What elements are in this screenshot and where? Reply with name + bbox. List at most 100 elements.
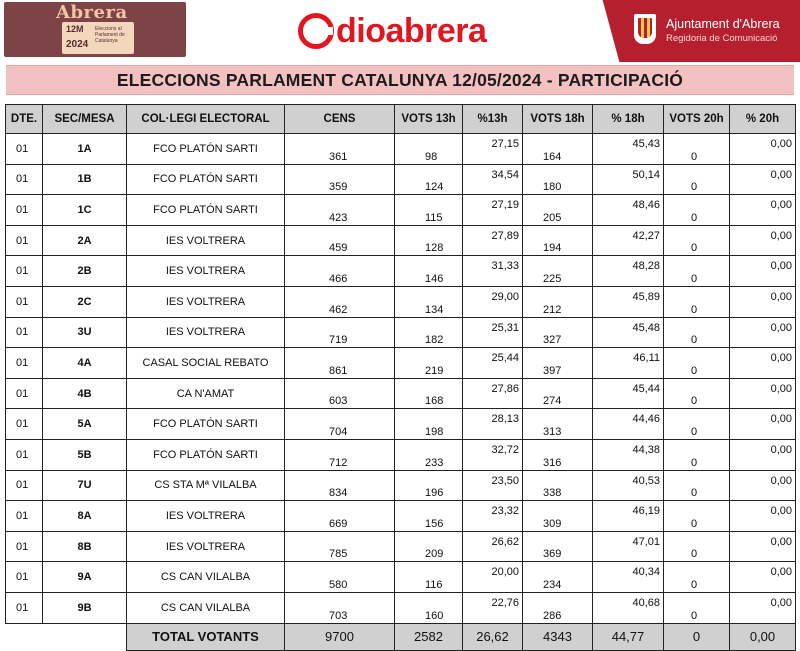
cell-cens: 704	[284, 408, 395, 440]
cell-pct-13h: 28,13	[462, 408, 523, 440]
total-cens: 9700	[284, 622, 395, 651]
cell-sec-mesa: 7U	[42, 469, 127, 502]
cell-pct-13h: 27,15	[462, 133, 523, 165]
cell-pct-18h: 46,11	[592, 347, 664, 379]
elections-logo-tag: 12M 2024 Eleccions al Parlament de Catal…	[62, 22, 134, 54]
total-pct-13h: 26,62	[462, 622, 523, 651]
table-row: 01 1B FCO PLATÓN SARTI 359 124 34,54 180 50,14 0…	[5, 163, 796, 196]
cell-pct-20h: 0,00	[729, 347, 796, 379]
total-label: TOTAL VOTANTS	[126, 622, 285, 651]
table-row: 01 8A IES VOLTRERA 669 156 23,32 309 46,19 0 0,00	[5, 500, 796, 532]
table-row: 01 5B FCO PLATÓN SARTI 712 233 32,72 316 44,38 0…	[5, 438, 796, 471]
cell-collegi: FCO PLATÓN SARTI	[126, 438, 285, 471]
cell-vots-20h: 0	[663, 133, 730, 165]
cell-sec-mesa: 9B	[42, 591, 127, 624]
table-row: 01 7U CS STA Mª VILALBA 834 196 23,50 338 40,53…	[5, 469, 796, 502]
ajuntament-banner: Ajuntament d'Abrera Regidoria de Comunic…	[602, 0, 800, 62]
cell-vots-18h: 313	[522, 408, 593, 440]
table-row: 01 1A FCO PLATÓN SARTI 361 98 27,15 164 45,43 0 0…	[5, 133, 796, 165]
cell-vots-18h: 205	[522, 194, 593, 226]
cell-vots-18h: 316	[522, 438, 593, 471]
cell-dte: 01	[5, 224, 43, 257]
total-pct-20h: 0,00	[729, 622, 796, 651]
cell-vots-20h: 0	[663, 316, 730, 349]
cell-collegi: CASAL SOCIAL REBATO	[126, 347, 285, 379]
cell-pct-18h: 45,89	[592, 285, 664, 318]
cell-cens: 459	[284, 224, 395, 257]
cell-dte: 01	[5, 377, 43, 410]
cell-pct-13h: 25,44	[462, 347, 523, 379]
cell-cens: 703	[284, 591, 395, 624]
cell-sec-mesa: 2A	[42, 224, 127, 257]
cell-pct-18h: 45,43	[592, 133, 664, 165]
table-row: 01 8B IES VOLTRERA 785 209 26,62 369 47,01 0 0,00	[5, 530, 796, 563]
cell-vots-20h: 0	[663, 530, 730, 563]
cell-sec-mesa: 5B	[42, 438, 127, 471]
cell-pct-18h: 45,48	[592, 316, 664, 349]
cell-vots-20h: 0	[663, 224, 730, 257]
cell-vots-18h: 164	[522, 133, 593, 165]
total-vots-20h: 0	[663, 622, 730, 651]
cell-collegi: CA N'AMAT	[126, 377, 285, 410]
header-collegi: COL·LEGI ELECTORAL	[126, 104, 285, 134]
cell-vots-18h: 309	[522, 500, 593, 532]
table-header-row: DTE. SEC/MESA COL·LEGI ELECTORAL CENS VOTS 1…	[5, 104, 796, 134]
radio-logo-icon	[298, 13, 334, 49]
cell-cens: 712	[284, 438, 395, 471]
cell-pct-20h: 0,00	[729, 530, 796, 563]
cell-pct-13h: 27,19	[462, 194, 523, 226]
header-cens: CENS	[284, 104, 395, 134]
cell-pct-18h: 50,14	[592, 163, 664, 196]
cell-pct-18h: 46,19	[592, 500, 664, 532]
table-row: 01 4A CASAL SOCIAL REBATO 861 219 25,44 397 46,…	[5, 347, 796, 379]
page-header: Abrera 12M 2024 Eleccions al Parlament d…	[0, 0, 800, 62]
cell-cens: 423	[284, 194, 395, 226]
cell-sec-mesa: 3U	[42, 316, 127, 349]
header-sec-mesa: SEC/MESA	[42, 104, 127, 134]
header-pct-20h: % 20h	[729, 104, 796, 134]
cell-collegi: FCO PLATÓN SARTI	[126, 163, 285, 196]
cell-pct-13h: 23,50	[462, 469, 523, 502]
cell-dte: 01	[5, 194, 43, 226]
page-title: ELECCIONS PARLAMENT CATALUNYA 12/05/2024…	[6, 65, 794, 95]
cell-vots-18h: 180	[522, 163, 593, 196]
cell-sec-mesa: 5A	[42, 408, 127, 440]
cell-vots-13h: 198	[394, 408, 463, 440]
cell-vots-13h: 128	[394, 224, 463, 257]
cell-vots-18h: 338	[522, 469, 593, 502]
cell-vots-20h: 0	[663, 500, 730, 532]
cell-vots-20h: 0	[663, 347, 730, 379]
cell-cens: 785	[284, 530, 395, 563]
cell-pct-20h: 0,00	[729, 163, 796, 196]
cell-vots-20h: 0	[663, 469, 730, 502]
total-row: TOTAL VOTANTS 9700 2582 26,62 4343 44,77 0 0,00	[5, 622, 796, 651]
cell-cens: 834	[284, 469, 395, 502]
cell-dte: 01	[5, 347, 43, 379]
cell-pct-13h: 26,62	[462, 530, 523, 563]
cell-pct-20h: 0,00	[729, 438, 796, 471]
cell-pct-18h: 44,38	[592, 438, 664, 471]
cell-cens: 669	[284, 500, 395, 532]
radio-abrera-logo: dioabrera	[298, 8, 487, 54]
cell-vots-13h: 115	[394, 194, 463, 226]
cell-dte: 01	[5, 408, 43, 440]
elections-logo-tag-line2: 2024	[66, 39, 89, 50]
cell-vots-13h: 124	[394, 163, 463, 196]
cell-pct-20h: 0,00	[729, 194, 796, 226]
cell-sec-mesa: 8B	[42, 530, 127, 563]
cell-pct-13h: 29,00	[462, 285, 523, 318]
cell-pct-18h: 44,46	[592, 408, 664, 440]
cell-collegi: FCO PLATÓN SARTI	[126, 408, 285, 440]
cell-cens: 603	[284, 377, 395, 410]
cell-vots-13h: 219	[394, 347, 463, 379]
cell-cens: 359	[284, 163, 395, 196]
coat-of-arms-icon	[634, 14, 656, 44]
cell-sec-mesa: 8A	[42, 500, 127, 532]
table-row: 01 9B CS CAN VILALBA 703 160 22,76 286 40,68 0 0,…	[5, 591, 796, 624]
table-row: 01 9A CS CAN VILALBA 580 116 20,00 234 40,34 0 0,…	[5, 561, 796, 593]
total-vots-18h: 4343	[522, 622, 593, 651]
table-row: 01 2B IES VOLTRERA 466 146 31,33 225 48,28 0 0,00	[5, 255, 796, 287]
cell-dte: 01	[5, 316, 43, 349]
table-row: 01 3U IES VOLTRERA 719 182 25,31 327 45,48 0 0,00	[5, 316, 796, 349]
cell-pct-20h: 0,00	[729, 255, 796, 287]
